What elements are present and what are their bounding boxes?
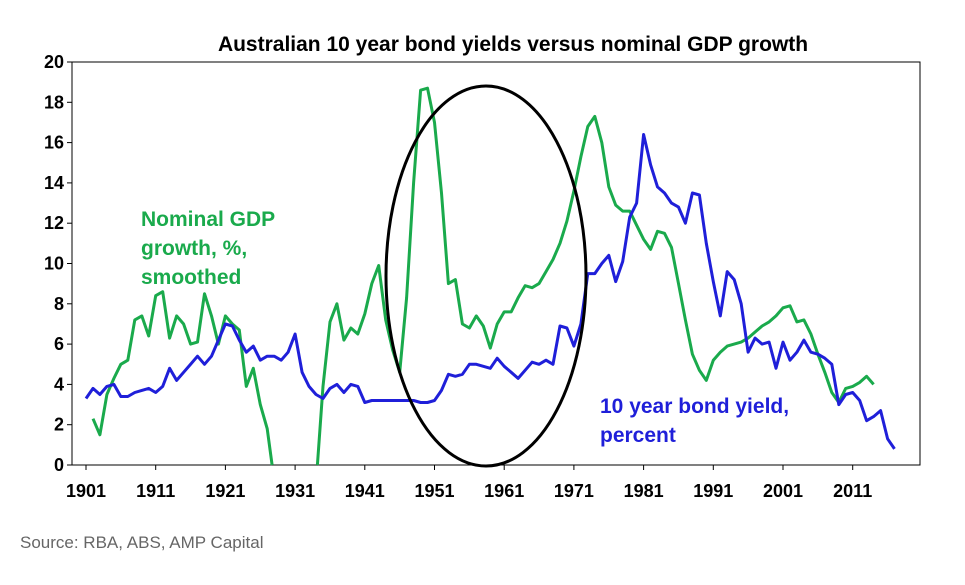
y-tick-label: 20 (44, 52, 64, 72)
y-tick-label: 14 (44, 173, 64, 193)
y-tick-label: 0 (54, 455, 64, 475)
gdp-series-label: smoothed (141, 266, 241, 289)
x-tick-label: 2011 (833, 481, 872, 501)
highlight-ellipse (384, 84, 588, 468)
gdp-growth-line (91, 290, 274, 466)
x-tick-label: 1941 (345, 481, 385, 501)
x-tick-label: 1991 (693, 481, 733, 501)
gdp-series-label: Nominal GDP (141, 208, 275, 231)
gdp-growth-line (315, 86, 875, 466)
x-tick-label: 2001 (763, 481, 803, 501)
x-tick-label: 1971 (554, 481, 594, 501)
bond-yield-line (84, 133, 896, 450)
y-tick-label: 2 (54, 415, 64, 435)
x-tick-label: 1931 (275, 481, 315, 501)
y-tick-label: 16 (44, 133, 64, 153)
x-axis: 1901 1911 1921 1931 1941 1951 1961 1971 1981 1991… (66, 465, 872, 501)
x-tick-label: 1911 (136, 481, 175, 501)
y-tick-label: 4 (54, 374, 64, 394)
y-tick-label: 12 (44, 213, 64, 233)
gdp-series-label: growth, %, (141, 237, 247, 260)
x-tick-label: 1961 (484, 481, 524, 501)
y-tick-label: 8 (54, 294, 64, 314)
series-layer (84, 86, 896, 466)
bond-series-label: percent (600, 424, 676, 447)
source-note: Source: RBA, ABS, AMP Capital (20, 533, 264, 552)
x-tick-label: 1951 (414, 481, 454, 501)
y-axis: 0 2 4 6 8 10 12 14 16 18 20 (44, 52, 72, 475)
chart-title: Australian 10 year bond yields versus no… (218, 33, 808, 56)
labels-layer: Nominal GDP growth, %, smoothed 10 year bon… (141, 208, 789, 447)
bond-series-label: 10 year bond yield, (600, 395, 789, 418)
y-tick-label: 18 (44, 92, 64, 112)
x-tick-label: 1981 (624, 481, 664, 501)
x-tick-label: 1921 (205, 481, 245, 501)
x-tick-label: 1901 (66, 481, 106, 501)
y-tick-label: 10 (44, 254, 64, 274)
plot-frame (71, 61, 921, 466)
y-tick-label: 6 (54, 334, 64, 354)
